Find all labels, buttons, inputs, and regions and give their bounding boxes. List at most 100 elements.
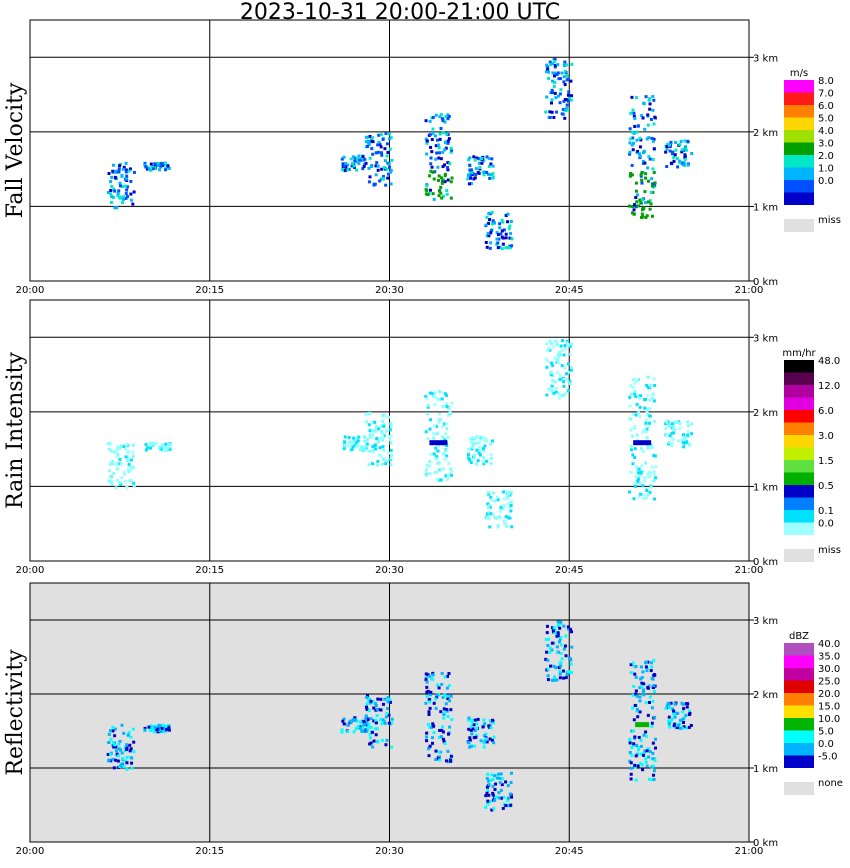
echo-cell [473,729,477,733]
echo-cell [443,742,447,746]
echo-cell [114,486,118,490]
echo-cell [559,353,563,357]
echo-cell [112,766,116,770]
echo-cell [435,424,439,428]
echo-cell [500,229,504,233]
echo-cell [109,200,113,204]
echo-cell [628,127,632,131]
echo-cell [629,137,633,141]
echo-cell [651,157,655,161]
echo-cell [444,474,448,478]
echo-cell [545,650,549,654]
echo-cell [641,484,645,488]
echo-cell [124,192,128,196]
echo-cell [167,726,171,730]
echo-cell [380,722,384,726]
echo-cell [466,177,470,181]
echo-cell [379,708,383,712]
echo-cell [670,152,674,156]
legend-swatch [784,655,814,668]
echo-cell [367,709,371,713]
echo-cell [558,350,562,354]
echo-cell [373,701,377,705]
echo-cell [379,133,383,137]
echo-cell [550,626,554,630]
echo-cell [107,469,111,473]
echo-cell [366,694,370,698]
echo-cell [553,80,557,84]
echo-cell [638,415,642,419]
echo-cell [384,183,388,187]
echo-cell [545,70,549,74]
echo-cell [554,96,558,100]
echo-cell [112,187,116,191]
echo-cell [639,446,643,450]
height-tick-label: 3 km [753,616,778,627]
legend-label: 35.0 [818,652,840,663]
echo-cell [108,442,112,446]
time-tick-label: 20:45 [555,285,584,296]
echo-cell [425,739,429,743]
echo-cell [548,60,552,64]
echo-cell [566,99,570,103]
echo-cell [377,453,381,457]
echo-cell [672,712,676,716]
echo-cell [168,447,172,451]
echo-cell [639,470,643,474]
echo-cell [118,181,122,185]
echo-core [635,722,650,728]
echo-cell [425,184,429,188]
echo-cell [682,163,686,167]
echo-cell [441,695,445,699]
echo-cell [350,441,354,445]
echo-cell [640,171,644,175]
echo-cell [642,693,646,697]
echo-cell [562,676,566,680]
echo-cell [651,190,655,194]
echo-cell [445,709,449,713]
echo-cell [446,715,450,719]
legend-label: 6.0 [818,101,834,112]
echo-cell [490,808,494,812]
echo-cell [644,421,648,425]
echo-cell [506,784,510,788]
echo-cell [547,76,551,80]
echo-cell [351,155,355,159]
echo-cell [131,202,135,206]
echo-cell [631,108,635,112]
echo-cell [439,467,443,471]
echo-cell [499,516,503,520]
echo-cell [636,124,640,128]
echo-cell [482,436,486,440]
echo-cell [488,505,492,509]
echo-cell [342,717,346,721]
echo-cell [149,729,153,733]
echo-cell [424,137,428,141]
echo-cell [112,195,116,199]
echo-cell [641,161,645,165]
echo-cell [344,161,348,165]
echo-cell [493,787,497,791]
echo-cell [553,71,557,75]
echo-cell [476,459,480,463]
echo-cell [365,729,369,733]
legend-missing-label: none [818,778,843,789]
echo-cell [509,781,513,785]
echo-cell [426,723,430,727]
echo-cell [630,95,634,99]
echo-cell [123,447,127,451]
echo-cell [107,479,111,483]
echo-cell [442,712,446,716]
echo-cell [684,147,688,151]
echo-cell [428,700,432,704]
echo-cell [434,157,438,161]
echo-cell [652,399,656,403]
echo-cell [437,461,441,465]
echo-cell [652,683,656,687]
echo-cell [110,185,114,189]
echo-cell [636,715,640,719]
echo-cell [645,409,649,413]
echo-cell [487,511,491,515]
echo-cell [679,726,683,730]
echo-cell [665,165,669,169]
